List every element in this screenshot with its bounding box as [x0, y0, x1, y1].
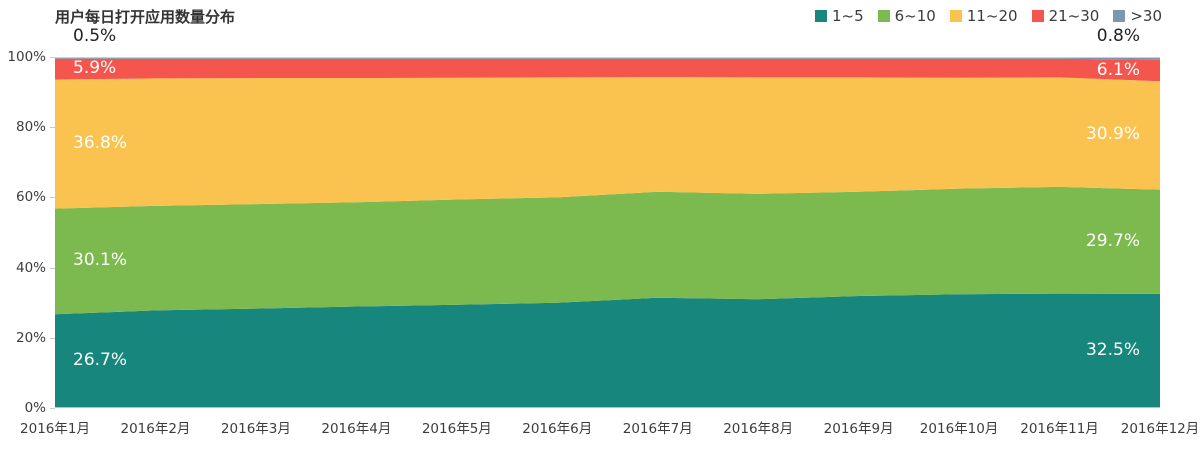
- value-label->30-right: 0.8%: [1096, 26, 1140, 46]
- x-tick-label: 2016年7月: [622, 421, 693, 437]
- area-band-1~5: [55, 293, 1160, 408]
- x-tick-label: 2016年12月: [1120, 421, 1200, 437]
- legend-item-21~30[interactable]: 21~30: [1031, 7, 1100, 25]
- chart-header: 用户每日打开应用数量分布 1~5 6~10 11~20 21~30 >30: [55, 5, 1162, 27]
- x-tick-label: 2016年9月: [823, 421, 894, 437]
- y-tick-mark: [50, 57, 55, 58]
- value-label-11~20-right: 30.9%: [1085, 124, 1140, 145]
- value-label-6~10-left: 30.1%: [73, 250, 128, 271]
- area-band-21~30: [55, 58, 1160, 82]
- value-label-21~30-left: 5.9%: [73, 58, 117, 79]
- stacked-area-plot: [55, 57, 1160, 408]
- legend-marker-icon: [949, 10, 962, 22]
- x-tick-label: 2016年10月: [919, 421, 999, 437]
- x-tick-label: 2016年3月: [220, 421, 291, 437]
- x-tick-label: 2016年11月: [1020, 421, 1099, 437]
- y-tick-mark: [50, 337, 55, 339]
- y-tick-label: 60%: [15, 189, 46, 206]
- area-band-6~10: [55, 186, 1160, 315]
- y-tick-label: 100%: [7, 49, 46, 65]
- legend-marker-icon: [1031, 10, 1044, 22]
- value-label-11~20-left: 36.8%: [73, 133, 128, 154]
- legend-marker-icon: [1113, 10, 1126, 22]
- legend-marker-icon: [814, 10, 827, 22]
- legend-item->30[interactable]: >30: [1113, 7, 1162, 25]
- value-label-6~10-right: 29.7%: [1085, 230, 1140, 251]
- value-label->30-left: 0.5%: [73, 26, 117, 46]
- x-tick-label: 2016年1月: [20, 421, 90, 437]
- legend-marker-icon: [877, 10, 890, 22]
- y-tick-label: 80%: [15, 119, 46, 136]
- x-tick-label: 2016年5月: [421, 421, 492, 437]
- legend-label: 11~20: [966, 7, 1018, 25]
- area-band-11~20: [55, 77, 1160, 209]
- x-tick-label: 2016年2月: [120, 421, 191, 437]
- value-label-21~30-right: 6.1%: [1096, 59, 1140, 80]
- y-tick-mark: [50, 127, 55, 129]
- x-tick-label: 2016年4月: [321, 421, 392, 437]
- legend-item-6~10[interactable]: 6~10: [877, 7, 936, 25]
- y-tick-mark: [50, 197, 55, 199]
- value-label-1~5-left: 26.7%: [73, 350, 128, 371]
- y-tick-mark: [50, 408, 55, 409]
- legend-label: 1~5: [831, 7, 864, 25]
- y-tick-label: 40%: [15, 259, 46, 276]
- x-tick-label: 2016年6月: [522, 421, 593, 437]
- legend-item-11~20[interactable]: 11~20: [949, 7, 1018, 25]
- x-tick-label: 2016年8月: [723, 421, 794, 437]
- y-tick-label: 20%: [15, 329, 46, 346]
- legend-item-1~5[interactable]: 1~5: [814, 7, 864, 25]
- legend-label: 21~30: [1048, 7, 1100, 25]
- chart-title: 用户每日打开应用数量分布: [55, 7, 236, 26]
- y-tick-mark: [50, 267, 55, 269]
- y-tick-label: 0%: [24, 400, 46, 416]
- legend-label: >30: [1130, 7, 1162, 25]
- value-label-1~5-right: 32.5%: [1085, 339, 1140, 360]
- legend-label: 6~10: [894, 7, 936, 25]
- legend: 1~5 6~10 11~20 21~30 >30: [814, 7, 1162, 25]
